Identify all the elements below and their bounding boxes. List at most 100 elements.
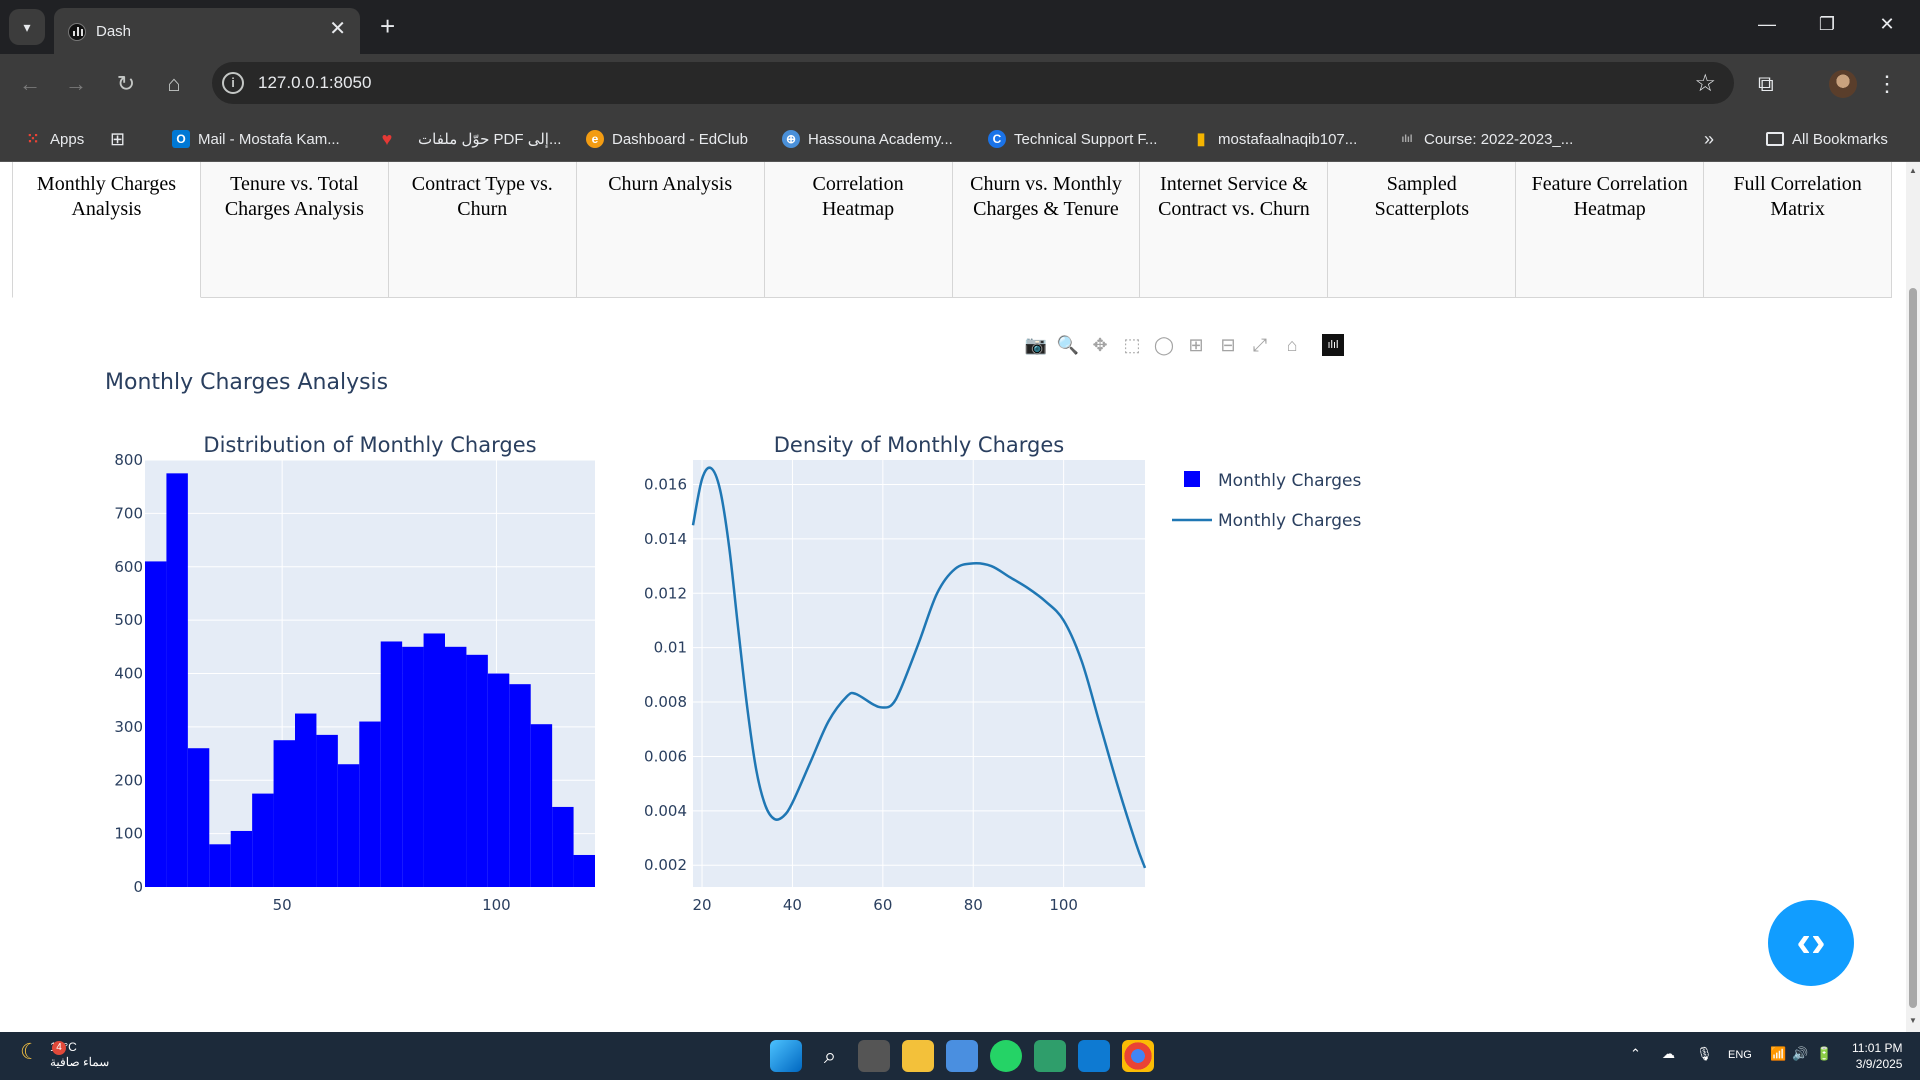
bookmark-mail[interactable]: O Mail - Mostafa Kam... bbox=[172, 128, 340, 150]
whatsapp-icon[interactable] bbox=[990, 1040, 1022, 1072]
wifi-icon[interactable]: 📶 bbox=[1770, 1046, 1787, 1061]
battery-icon[interactable]: 🔋 bbox=[1816, 1046, 1833, 1061]
histogram-bar bbox=[466, 654, 488, 887]
histogram-bar bbox=[166, 473, 188, 887]
bookmark-star-icon[interactable]: ☆ bbox=[1694, 70, 1716, 97]
zoom-icon[interactable]: 🔍 bbox=[1056, 335, 1080, 355]
histogram-bar bbox=[273, 740, 295, 887]
window-close-icon[interactable]: ✕ bbox=[1879, 14, 1895, 34]
search-icon[interactable]: ⌕ bbox=[823, 1043, 837, 1068]
zoom-out-icon[interactable]: ⊟ bbox=[1220, 335, 1236, 355]
restore-icon[interactable]: ❐ bbox=[1818, 14, 1836, 34]
histogram-bar bbox=[380, 641, 403, 887]
tab-close-icon[interactable]: ✕ bbox=[329, 18, 346, 40]
all-bookmarks[interactable]: All Bookmarks bbox=[1766, 128, 1888, 150]
density-chart: 0.002 0.004 0.006 0.008 0.01 0.012 0.014 0.016 2… bbox=[644, 433, 1147, 914]
tray-overflow-icon[interactable]: ⌃ bbox=[1630, 1046, 1641, 1061]
more-bookmarks-icon[interactable]: » bbox=[1704, 128, 1715, 149]
bookmark-edclub[interactable]: e Dashboard - EdClub bbox=[586, 128, 748, 150]
language-indicator[interactable]: ENG bbox=[1728, 1049, 1752, 1061]
back-arrow-icon[interactable]: ← bbox=[19, 71, 41, 96]
bookmark-apps[interactable]: ⁙ Apps bbox=[24, 128, 84, 150]
histogram-bar bbox=[230, 830, 253, 887]
bookmark-label: Apps bbox=[50, 130, 85, 148]
c-logo-icon: C bbox=[988, 130, 1006, 148]
scroll-down-icon[interactable]: ▼ bbox=[1909, 1016, 1917, 1025]
reload-icon[interactable]: ↻ bbox=[116, 71, 136, 96]
reset-axes-icon[interactable]: ⌂ bbox=[1286, 335, 1298, 355]
plotly-logo-icon[interactable]: ılıl bbox=[1322, 334, 1344, 356]
chart-legend[interactable]: Monthly Charges Monthly Charges bbox=[1172, 471, 1361, 531]
tab-churn-analysis[interactable]: Churn Analysis bbox=[576, 162, 765, 298]
x-tick-label: 50 bbox=[273, 896, 292, 914]
task-view-icon[interactable] bbox=[858, 1040, 890, 1072]
weather-widget[interactable]: ☾ 4 18°C سماء صافية bbox=[20, 1040, 109, 1070]
new-tab-button[interactable]: + bbox=[380, 11, 396, 41]
y-tick-label: 0.01 bbox=[654, 639, 687, 657]
page-scrollbar[interactable]: ▲ ▼ bbox=[1906, 162, 1920, 1032]
legend-label: Monthly Charges bbox=[1218, 471, 1361, 491]
file-explorer-icon[interactable] bbox=[902, 1040, 934, 1072]
scroll-thumb[interactable] bbox=[1909, 288, 1917, 1008]
system-clock[interactable]: 11:01 PM 3/9/2025 bbox=[1852, 1040, 1902, 1072]
bookmark-label: Course: 2022-2023_... bbox=[1424, 130, 1574, 148]
tab-internet-service-contract-vs-churn[interactable]: Internet Service & Contract vs. Churn bbox=[1140, 162, 1329, 298]
cloud-off-icon[interactable]: ☁ bbox=[1662, 1046, 1675, 1061]
tab-correlation-heatmap[interactable]: Correlation Heatmap bbox=[764, 162, 953, 298]
histogram-bar bbox=[337, 764, 360, 887]
volume-icon[interactable]: 🔊 bbox=[1792, 1046, 1809, 1061]
minimize-icon[interactable]: — bbox=[1758, 14, 1776, 34]
y-tick-label: 0.008 bbox=[644, 693, 687, 711]
bookmark-hassouna[interactable]: ⊕ Hassouna Academy... bbox=[782, 128, 953, 150]
dash-devtools-button[interactable]: ‹› bbox=[1768, 900, 1854, 986]
windows-start-icon[interactable] bbox=[770, 1040, 802, 1072]
charts-svg: 0 100 200 300 400 500 600 700 800 50 100 Distributi… bbox=[114, 433, 1361, 914]
bookmarks-bar: ⁙ Apps ⊞ O Mail - Mostafa Kam... ♥ حوّل … bbox=[0, 116, 1920, 162]
extensions-icon[interactable]: ⧉ bbox=[1758, 71, 1774, 96]
forward-arrow-icon[interactable]: → bbox=[65, 71, 87, 96]
profile-avatar[interactable] bbox=[1829, 70, 1857, 98]
camera-icon[interactable]: 📷 bbox=[1024, 335, 1048, 355]
scroll-up-icon[interactable]: ▲ bbox=[1909, 166, 1917, 175]
tab-contract-type-vs-churn[interactable]: Contract Type vs. Churn bbox=[388, 162, 577, 298]
tab-monthly-charges-analysis[interactable]: Monthly Charges Analysis bbox=[12, 162, 201, 298]
tab-groups-icon[interactable]: ⊞ bbox=[110, 128, 126, 149]
browser-toolbar: ← → ↻ ⌂ i 127.0.0.1:8050 ☆ ⧉ ⋮ bbox=[0, 54, 1920, 116]
lasso-icon[interactable]: ◯ bbox=[1153, 335, 1175, 355]
histogram-bar bbox=[530, 724, 553, 887]
url-text[interactable]: 127.0.0.1:8050 bbox=[258, 73, 372, 92]
kebab-menu-icon[interactable]: ⋮ bbox=[1876, 71, 1898, 96]
bookmark-course[interactable]: ılıl Course: 2022-2023_... bbox=[1398, 128, 1573, 150]
tab-sampled-scatterplots[interactable]: Sampled Scatterplots bbox=[1328, 162, 1517, 298]
vscode-icon[interactable] bbox=[1078, 1040, 1110, 1072]
chevron-down-icon: ▾ bbox=[23, 18, 31, 35]
histogram-bar bbox=[573, 854, 595, 887]
windows-taskbar: ☾ 4 18°C سماء صافية ⌕ ⌃ ☁ 🎙 ENG 📶 🔊 🔋 11… bbox=[0, 1032, 1920, 1080]
x-tick-label: 100 bbox=[1049, 896, 1078, 914]
store-icon[interactable] bbox=[946, 1040, 978, 1072]
legend-swatch-square bbox=[1184, 471, 1200, 487]
moon-icon: ☾ bbox=[20, 1039, 40, 1064]
bookmark-mostafa[interactable]: ▮ mostafaalnaqib107... bbox=[1192, 128, 1358, 150]
bookmark-pdf[interactable]: ♥ حوّل ملفات PDF إلى... bbox=[378, 128, 562, 150]
y-tick-label: 0.012 bbox=[644, 584, 687, 602]
box-select-icon[interactable]: ⬚ bbox=[1123, 335, 1141, 355]
zoom-in-icon[interactable]: ⊞ bbox=[1188, 335, 1204, 355]
home-icon[interactable]: ⌂ bbox=[167, 71, 181, 96]
histogram-bar bbox=[445, 646, 467, 887]
bookmark-technical-support[interactable]: C Technical Support F... bbox=[988, 128, 1157, 150]
microphone-icon[interactable]: 🎙 bbox=[1696, 1046, 1713, 1061]
chrome-icon[interactable] bbox=[1122, 1040, 1154, 1072]
browser-tab-active[interactable]: Dash ✕ bbox=[54, 8, 360, 54]
site-info-icon[interactable]: i bbox=[222, 72, 244, 94]
tab-full-correlation-matrix[interactable]: Full Correlation Matrix bbox=[1704, 162, 1893, 298]
tab-title: Dash bbox=[96, 23, 132, 40]
tab-tenure-vs-total-charges[interactable]: Tenure vs. Total Charges Analysis bbox=[200, 162, 389, 298]
app-icon[interactable] bbox=[1034, 1040, 1066, 1072]
tab-feature-correlation-heatmap[interactable]: Feature Correlation Heatmap bbox=[1516, 162, 1705, 298]
tab-search-button[interactable]: ▾ bbox=[9, 9, 45, 45]
address-bar[interactable]: i 127.0.0.1:8050 ☆ bbox=[212, 62, 1734, 104]
pan-icon[interactable]: ✥ bbox=[1092, 335, 1108, 355]
tab-churn-vs-monthly-charges-tenure[interactable]: Churn vs. Monthly Charges & Tenure bbox=[952, 162, 1141, 298]
autoscale-icon[interactable]: ⤢ bbox=[1252, 335, 1268, 355]
